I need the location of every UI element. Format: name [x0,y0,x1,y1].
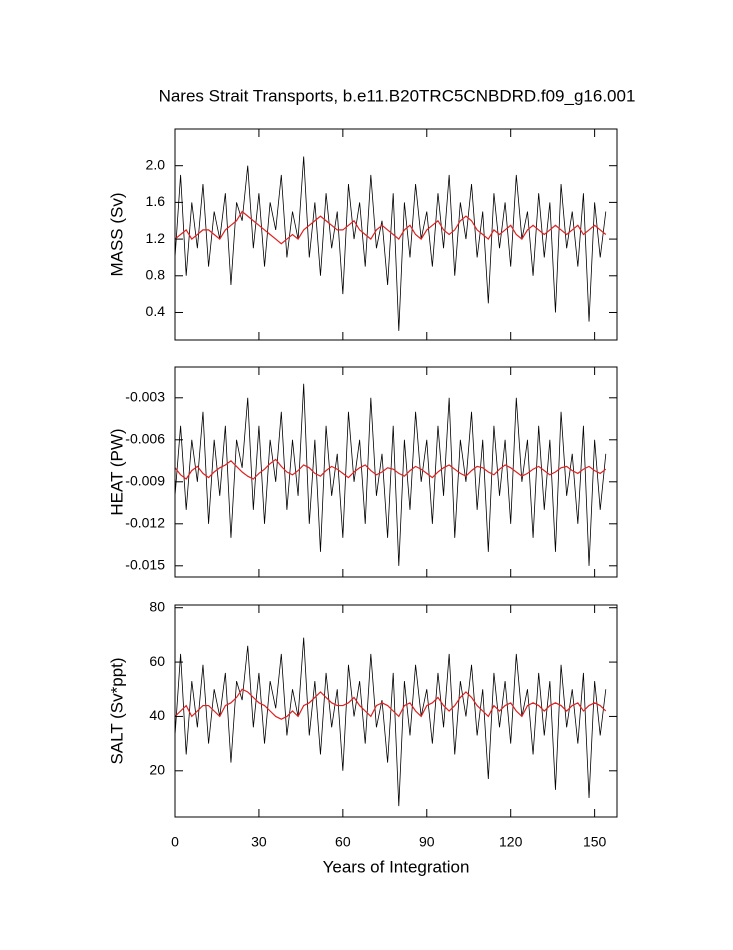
series-line [175,637,607,807]
y-tick-label: 20 [149,761,165,777]
series-line [175,156,607,331]
plot-area [175,637,607,807]
x-axis-label: Years of Integration [323,857,470,876]
x-tick-label: 90 [419,834,435,850]
chart-title: Nares Strait Transports, b.e11.B20TRC5CN… [159,86,636,105]
x-tick-label: 60 [335,834,351,850]
x-tick-label: 30 [251,834,267,850]
y-tick-label: -0.006 [125,431,165,447]
plot-frame [174,128,618,341]
y-tick-label: 80 [149,598,165,614]
series-line [175,210,607,245]
series-line [175,383,607,566]
x-tick-label: 120 [499,834,523,850]
plot-frame [174,366,618,578]
y-axis-label: MASS (Sv) [107,192,126,276]
y-tick-label: -0.012 [125,515,165,531]
x-tick-label: 150 [583,834,607,850]
y-axis-label: HEAT (PW) [107,428,126,515]
y-axis-label: SALT (Sv*ppt) [107,657,126,764]
series-line [175,688,607,720]
y-tick-label: 40 [149,707,165,723]
y-tick-label: 1.6 [146,193,166,209]
plot-area [175,156,607,331]
y-tick-label: -0.009 [125,473,165,489]
y-tick-label: 2.0 [146,156,166,172]
y-tick-label: 0.8 [146,266,166,282]
x-tick-label: 0 [171,834,179,850]
plot-frame [174,604,618,818]
y-tick-label: 0.4 [146,303,166,319]
y-tick-label: -0.003 [125,389,165,405]
y-tick-label: 60 [149,653,165,669]
plot-area [175,383,607,566]
y-tick-label: 1.2 [146,230,166,246]
y-tick-label: -0.015 [125,557,165,573]
series-line [175,458,607,480]
